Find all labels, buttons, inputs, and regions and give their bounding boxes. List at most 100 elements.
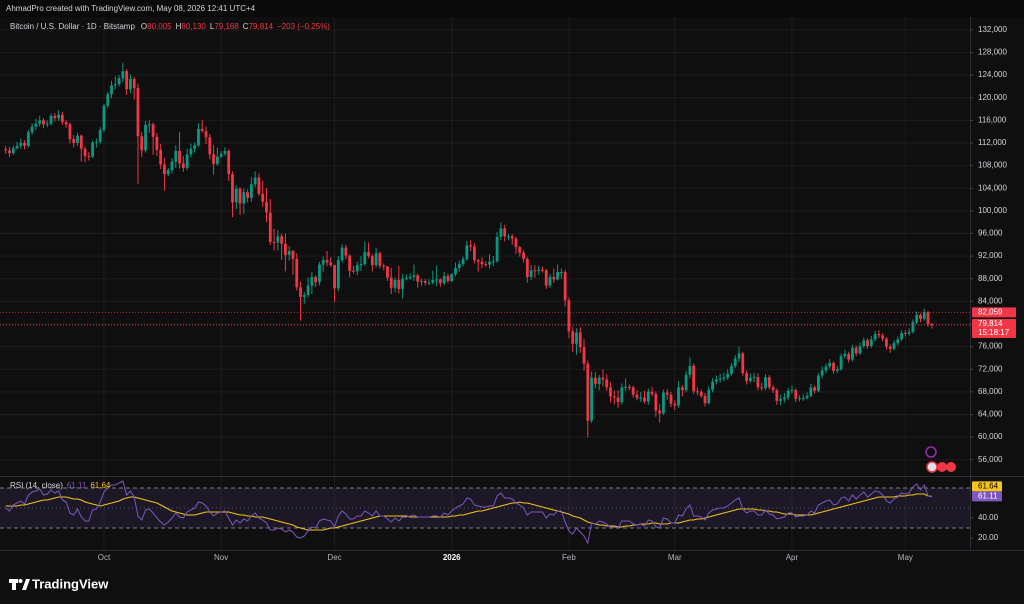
candle-body [586, 363, 590, 421]
candle-body [786, 390, 790, 398]
candle-body [461, 258, 465, 265]
candle-body [533, 270, 537, 272]
y-tick-label: 100,000 [978, 206, 1007, 215]
candle-body [174, 150, 178, 162]
candle-body [620, 387, 624, 403]
candle-body [181, 163, 185, 168]
x-tick-label: Apr [786, 553, 799, 562]
candle-body [518, 247, 522, 253]
candle-body [752, 377, 756, 379]
candle-body [854, 347, 858, 354]
candle-body [563, 271, 567, 301]
top-bar [0, 0, 1024, 17]
candle-body [919, 314, 922, 319]
candle-body [132, 79, 136, 89]
candle-body [442, 275, 446, 284]
candle-body [19, 142, 23, 146]
candle-body [790, 390, 794, 392]
candle-body [593, 377, 597, 384]
legend-value: 80,005 [147, 22, 172, 31]
logo-slash [22, 579, 30, 590]
candle-body [147, 124, 151, 126]
candle-body [393, 279, 397, 288]
candle-body [869, 339, 873, 347]
candle-body [340, 247, 344, 261]
candle-body [420, 281, 423, 283]
candle-body [53, 115, 57, 119]
y-tick-label: 132,000 [978, 25, 1007, 34]
y-tick-label: 96,000 [978, 229, 1003, 238]
rsi-value-box [972, 491, 1002, 502]
candle-body [91, 142, 95, 157]
candle-body [8, 150, 11, 154]
candle-body [631, 387, 635, 395]
candle-body [302, 295, 306, 297]
candle-body [249, 184, 253, 198]
candle-body [76, 135, 79, 143]
candle-body [480, 261, 484, 265]
candle-body [397, 279, 401, 289]
candle-body [605, 379, 609, 388]
candle-body [227, 150, 231, 175]
candle-body [412, 275, 416, 278]
countdown: 15:18:17 [978, 328, 1010, 337]
candle-body [144, 124, 147, 151]
candle-body [609, 387, 612, 397]
candle-body [903, 333, 907, 335]
candle-body [662, 392, 665, 414]
y-tick-label: 92,000 [978, 251, 1003, 260]
candle-body [155, 136, 159, 150]
candle-body [835, 369, 839, 371]
candle-body [280, 236, 284, 244]
candle-body [94, 141, 98, 143]
candle-body [805, 395, 809, 399]
x-tick-label: Dec [327, 553, 341, 562]
candle-body [314, 277, 318, 283]
y-tick-label: 124,000 [978, 70, 1007, 79]
y-tick-label: 20.00 [978, 533, 999, 542]
icon [925, 446, 937, 458]
candle-body [824, 366, 828, 371]
candle-body [87, 156, 91, 158]
candle-body [915, 314, 919, 323]
candle-body [495, 236, 499, 262]
candle-body [193, 145, 197, 149]
candle-body [616, 397, 620, 403]
candle-body [68, 124, 72, 140]
y-tick-label: 56,000 [978, 455, 1003, 464]
candle-body [601, 377, 605, 380]
candle-body [665, 392, 669, 395]
candle-body [541, 269, 544, 271]
candle-body [839, 356, 843, 370]
candle-body [325, 260, 329, 263]
x-tick-label: May [898, 553, 913, 562]
candle-body [552, 277, 556, 280]
candle-body [257, 177, 261, 194]
candle-body [333, 265, 336, 289]
x-tick-label: Feb [562, 553, 576, 562]
candle-body [801, 398, 805, 400]
candle-body [204, 131, 208, 138]
legend: Bitcoin / U.S. Dollar · 1D · Bitstamp O80… [10, 22, 330, 31]
y-tick-label: 116,000 [978, 115, 1007, 124]
candle-body [639, 397, 643, 399]
candle-body [454, 267, 457, 275]
candle-body [624, 386, 628, 388]
y-tick-label: 64,000 [978, 410, 1003, 419]
legend-key: L [210, 22, 215, 31]
candle-body [537, 269, 541, 271]
candle-body [291, 251, 295, 259]
candle-body [272, 241, 276, 243]
candle-body [4, 149, 8, 151]
candle-body [348, 255, 352, 271]
candle-body [843, 353, 847, 357]
candle-body [253, 177, 257, 185]
candle-body [684, 374, 688, 391]
candle-body [416, 275, 420, 282]
logo-dot [18, 579, 23, 583]
candle-body [197, 128, 200, 146]
candle-body [408, 277, 412, 279]
candle-body [922, 312, 926, 319]
candle-body [779, 399, 783, 401]
